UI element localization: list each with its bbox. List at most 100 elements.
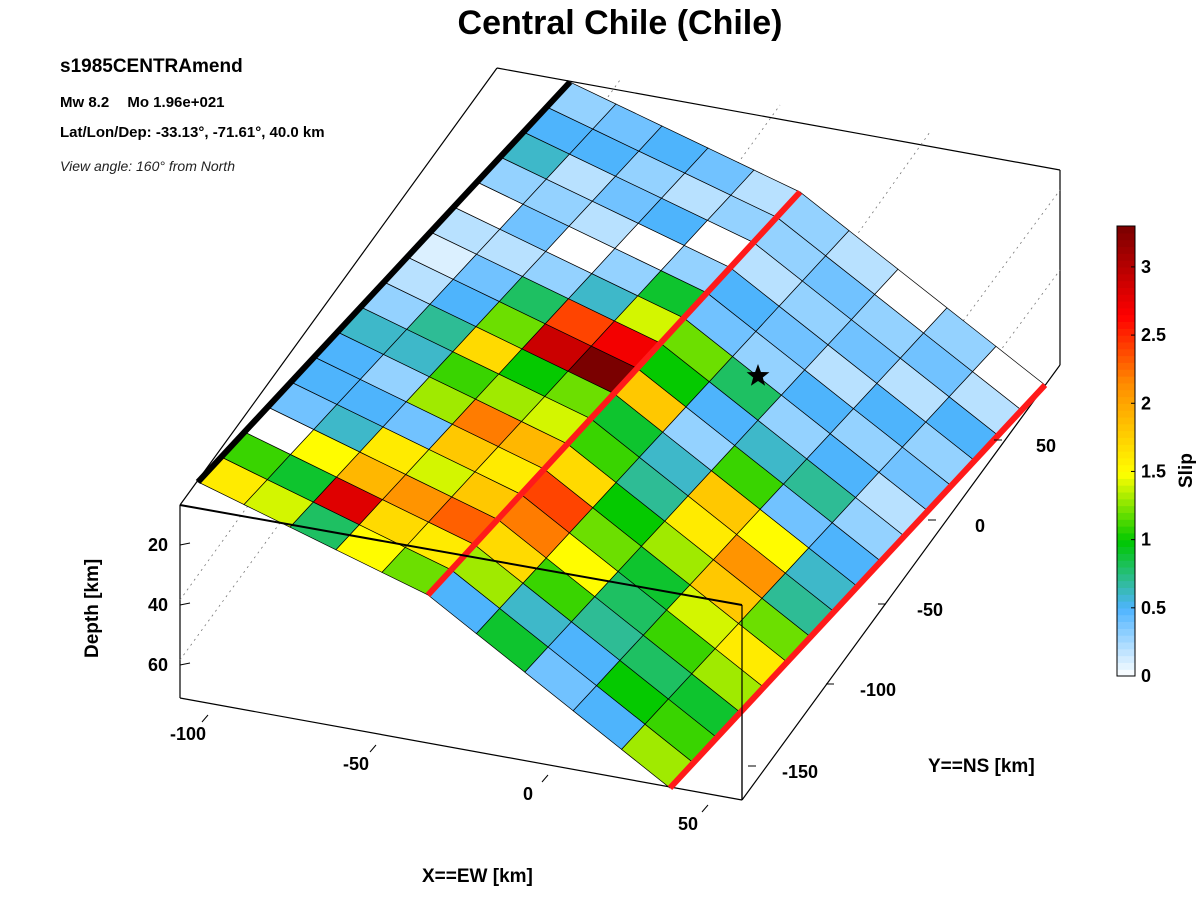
z-tick-label: 60 <box>148 655 168 675</box>
colorbar-tick-label: 0 <box>1141 666 1151 686</box>
colorbar-segment <box>1117 641 1135 650</box>
colorbar-segment <box>1117 519 1135 527</box>
x-tick-mark <box>541 774 549 783</box>
colorbar-segment <box>1117 396 1135 404</box>
x-tick-label: -50 <box>343 754 369 774</box>
colorbar-tick-label: 1.5 <box>1141 461 1166 481</box>
box-edge <box>179 67 498 506</box>
trench-line <box>667 382 1048 791</box>
y-tick-label: 0 <box>975 516 985 536</box>
colorbar-segment <box>1117 437 1135 445</box>
colorbar-segment <box>1117 457 1135 466</box>
colorbar-segment <box>1117 566 1135 575</box>
colorbar-segment <box>1117 607 1135 616</box>
y-axis-label: Y==NS [km] <box>928 756 1035 777</box>
colorbar-segment <box>1117 376 1135 384</box>
colorbar-segment <box>1117 478 1135 486</box>
z-tick-mark <box>179 602 191 606</box>
grid-line <box>741 189 1061 621</box>
colorbar-segment <box>1117 301 1135 309</box>
fault-top-edge <box>195 79 573 485</box>
trench-line <box>425 189 803 598</box>
colorbar-tick-label: 0.5 <box>1141 598 1166 618</box>
z-tick-mark <box>179 542 191 546</box>
y-tick-label: 50 <box>1036 436 1056 456</box>
z-tick-label: 40 <box>148 595 168 615</box>
box-edge <box>179 697 743 801</box>
y-tick-label: -100 <box>860 680 896 700</box>
colorbar-segment <box>1117 621 1135 629</box>
colorbar-segment <box>1117 464 1135 473</box>
colorbar-segment <box>1117 341 1135 350</box>
view-angle: View angle: 160° from North <box>60 158 235 174</box>
z-axis-label: Depth [km] <box>82 558 103 658</box>
colorbar-segment <box>1117 355 1135 363</box>
hypocenter-star <box>746 364 770 386</box>
colorbar-segment <box>1117 655 1135 663</box>
event-name: s1985CENTRAmend <box>60 56 243 77</box>
colorbar-segment <box>1117 307 1135 316</box>
colorbar-segment <box>1117 553 1135 561</box>
x-tick-mark <box>201 714 209 723</box>
colorbar-segment <box>1117 287 1135 295</box>
colorbar-tick-label: 2 <box>1141 393 1151 413</box>
colorbar-segment <box>1117 662 1135 670</box>
colorbar-segment <box>1117 451 1135 459</box>
colorbar-segment <box>1117 253 1135 261</box>
magnitude: Mw 8.2 <box>60 94 110 111</box>
colorbar-segment <box>1117 628 1135 636</box>
x-tick-label: 50 <box>678 814 698 834</box>
x-tick-mark <box>701 804 709 813</box>
colorbar-segment <box>1117 416 1135 425</box>
colorbar-segment <box>1117 526 1135 534</box>
colorbar-segment <box>1117 546 1135 554</box>
colorbar-segment <box>1117 580 1135 588</box>
colorbar-segment <box>1117 389 1135 398</box>
colorbar-segment <box>1117 403 1135 411</box>
seismic-moment: Mo 1.96e+021 <box>127 94 225 111</box>
y-tick-label: -50 <box>917 600 943 620</box>
colorbar-segment <box>1117 614 1135 623</box>
grid-line <box>741 269 1061 701</box>
colorbar-segment <box>1117 273 1135 282</box>
colorbar-frame <box>1116 225 1136 677</box>
chart-title: Central Chile (Chile) <box>457 4 783 42</box>
event-location: Lat/Lon/Dep: -33.13°, -71.61°, 40.0 km <box>60 124 325 141</box>
x-tick-label: 0 <box>523 784 533 804</box>
colorbar-segment <box>1117 348 1135 357</box>
colorbar-segment <box>1117 587 1135 595</box>
colorbar-segment <box>1117 321 1135 329</box>
colorbar-tick-label: 2.5 <box>1141 325 1166 345</box>
colorbar-segment <box>1117 423 1135 432</box>
colorbar-segment <box>1117 485 1135 493</box>
colorbar-tick-label: 3 <box>1141 257 1151 277</box>
x-tick-mark <box>369 744 377 753</box>
colorbar-segment <box>1117 382 1135 391</box>
z-tick-label: 20 <box>148 535 168 555</box>
colorbar-segment <box>1117 560 1135 568</box>
z-tick-mark <box>179 662 191 666</box>
colorbar-segment <box>1117 410 1135 418</box>
colorbar-segment <box>1117 505 1135 513</box>
colorbar-segment <box>1117 532 1135 541</box>
colorbar-segment <box>1117 539 1135 548</box>
colorbar-segment <box>1117 369 1135 377</box>
colorbar-segment <box>1117 648 1135 657</box>
colorbar-segment <box>1117 635 1135 643</box>
colorbar-segment <box>1117 573 1135 582</box>
box-edge <box>496 67 1061 171</box>
colorbar-segment <box>1117 226 1135 234</box>
colorbar-segment <box>1117 512 1135 520</box>
colorbar-tick-label: 1 <box>1141 530 1151 550</box>
colorbar-segment <box>1117 669 1135 677</box>
colorbar-segment <box>1117 314 1135 323</box>
y-tick-label: -150 <box>782 762 818 782</box>
box-edge-front <box>179 504 743 606</box>
colorbar-segment <box>1117 260 1135 268</box>
colorbar-segment <box>1117 232 1135 241</box>
event-magnitude-line: Mw 8.2 Mo 1.96e+021 <box>60 94 239 111</box>
colorbar-segment <box>1117 594 1135 602</box>
x-axis-label: X==EW [km] <box>422 866 533 887</box>
colorbar-segment <box>1117 294 1135 302</box>
